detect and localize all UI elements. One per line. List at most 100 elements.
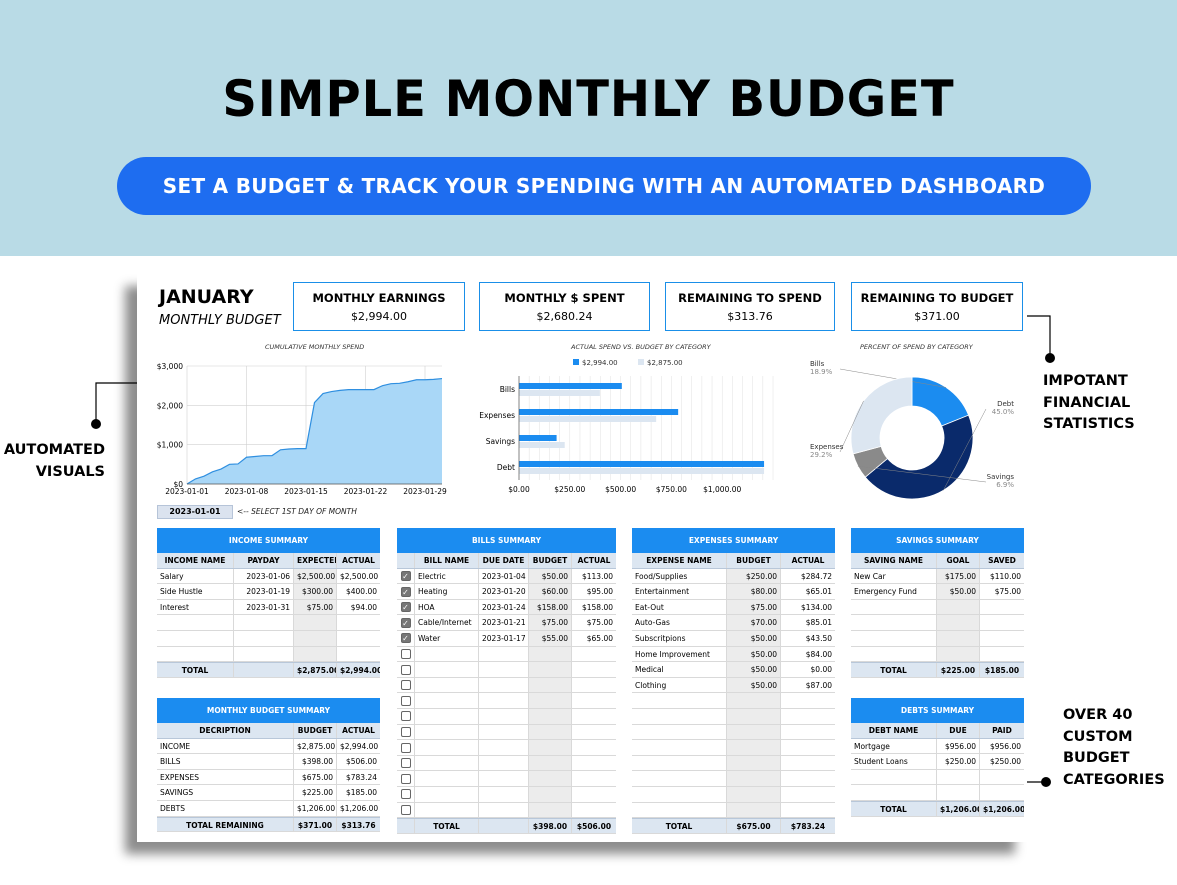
table-cell[interactable]: [529, 771, 572, 786]
table-cell[interactable]: [337, 631, 380, 646]
table-cell[interactable]: $50.00: [727, 662, 781, 677]
table-cell[interactable]: New Car: [851, 568, 937, 584]
table-cell[interactable]: Medical: [632, 662, 727, 677]
table-cell[interactable]: [294, 630, 337, 646]
table-cell[interactable]: Interest: [157, 599, 234, 615]
table-cell[interactable]: [632, 771, 727, 786]
paid-checkbox[interactable]: [400, 711, 411, 722]
table-cell[interactable]: [727, 724, 781, 740]
table-cell[interactable]: 2023-01-19: [234, 584, 294, 599]
paid-checkbox[interactable]: ✓: [400, 602, 411, 613]
table-cell[interactable]: [851, 599, 937, 615]
table-cell[interactable]: [781, 803, 835, 818]
table-cell[interactable]: $158.00: [529, 599, 572, 615]
table-cell[interactable]: [980, 785, 1024, 800]
table-cell[interactable]: [727, 708, 781, 724]
table-cell[interactable]: [157, 646, 234, 662]
table-cell[interactable]: [851, 615, 937, 630]
table-cell[interactable]: BILLS: [157, 754, 294, 769]
table-cell[interactable]: $2,994.00: [340, 741, 379, 751]
table-cell[interactable]: [234, 615, 294, 630]
table-cell[interactable]: [851, 785, 937, 800]
table-cell[interactable]: Water: [415, 630, 479, 646]
table-cell[interactable]: [781, 740, 835, 755]
paid-checkbox[interactable]: ✓: [400, 633, 411, 644]
table-cell[interactable]: [980, 647, 1024, 662]
table-cell[interactable]: [572, 771, 616, 786]
table-cell[interactable]: [479, 693, 529, 708]
table-cell[interactable]: [529, 740, 572, 755]
table-cell[interactable]: [479, 708, 529, 724]
table-cell[interactable]: [572, 756, 616, 771]
table-cell[interactable]: $43.50: [805, 633, 832, 643]
table-cell[interactable]: [415, 802, 479, 818]
paid-checkbox[interactable]: [400, 773, 411, 784]
table-cell[interactable]: [851, 769, 937, 785]
table-cell[interactable]: $65.00: [586, 633, 613, 643]
table-cell[interactable]: [937, 785, 980, 800]
table-cell[interactable]: $134.00: [800, 602, 832, 612]
table-cell[interactable]: Electric: [415, 568, 479, 584]
paid-checkbox[interactable]: [400, 789, 411, 800]
table-cell[interactable]: [572, 693, 616, 708]
table-cell[interactable]: [415, 662, 479, 677]
table-cell[interactable]: [851, 646, 937, 662]
table-cell[interactable]: [727, 740, 781, 755]
table-cell[interactable]: $75.00: [529, 615, 572, 630]
table-cell[interactable]: [479, 771, 529, 786]
table-cell[interactable]: $506.00: [345, 757, 377, 767]
paid-checkbox[interactable]: [400, 695, 411, 706]
table-cell[interactable]: $70.00: [727, 615, 781, 630]
table-cell[interactable]: $65.01: [805, 587, 832, 597]
paid-checkbox[interactable]: ✓: [400, 617, 411, 628]
table-cell[interactable]: [937, 630, 980, 646]
table-cell[interactable]: $50.00: [727, 646, 781, 662]
table-cell[interactable]: Salary: [157, 568, 234, 584]
table-cell[interactable]: [415, 771, 479, 786]
table-cell[interactable]: $50.00: [529, 568, 572, 584]
table-cell[interactable]: $1,206.00: [340, 803, 379, 813]
table-cell[interactable]: [632, 740, 727, 755]
table-cell[interactable]: $1,206.00: [294, 800, 337, 816]
table-cell[interactable]: $85.01: [805, 618, 832, 628]
table-cell[interactable]: $55.00: [529, 630, 572, 646]
table-cell[interactable]: [529, 646, 572, 662]
table-cell[interactable]: [157, 630, 234, 646]
month-start-date-input[interactable]: 2023-01-01: [157, 505, 233, 519]
table-cell[interactable]: [529, 708, 572, 724]
table-cell[interactable]: [294, 646, 337, 662]
table-cell[interactable]: Food/Supplies: [632, 568, 727, 584]
table-cell[interactable]: $783.24: [345, 772, 377, 782]
table-cell[interactable]: [479, 802, 529, 818]
table-cell[interactable]: $250.00: [727, 568, 781, 584]
table-cell[interactable]: $250.00: [937, 754, 980, 769]
table-cell[interactable]: [727, 771, 781, 786]
table-cell[interactable]: $75.00: [994, 587, 1021, 597]
table-cell[interactable]: 2023-01-06: [234, 568, 294, 584]
table-cell[interactable]: HOA: [415, 599, 479, 615]
table-cell[interactable]: 2023-01-04: [479, 568, 529, 584]
paid-checkbox[interactable]: [400, 664, 411, 675]
table-cell[interactable]: $300.00: [294, 584, 337, 599]
paid-checkbox[interactable]: [400, 805, 411, 815]
table-cell[interactable]: [337, 615, 380, 630]
table-cell[interactable]: [781, 771, 835, 786]
table-cell[interactable]: [572, 678, 616, 693]
table-cell[interactable]: [479, 755, 529, 771]
table-cell[interactable]: [632, 755, 727, 771]
paid-checkbox[interactable]: [400, 758, 411, 769]
table-cell[interactable]: $2,500.00: [294, 568, 337, 584]
table-cell[interactable]: [781, 725, 835, 740]
table-cell[interactable]: [479, 724, 529, 740]
table-cell[interactable]: [234, 630, 294, 646]
table-cell[interactable]: Emergency Fund: [851, 584, 937, 599]
table-cell[interactable]: [632, 786, 727, 802]
table-cell[interactable]: [572, 662, 616, 677]
table-cell[interactable]: [632, 802, 727, 818]
table-cell[interactable]: [479, 786, 529, 802]
table-cell[interactable]: 2023-01-17: [479, 630, 529, 646]
table-cell[interactable]: Eat-Out: [632, 599, 727, 615]
table-cell[interactable]: $400.00: [345, 587, 377, 597]
table-cell[interactable]: $2,500.00: [340, 571, 379, 581]
table-cell[interactable]: [294, 615, 337, 630]
